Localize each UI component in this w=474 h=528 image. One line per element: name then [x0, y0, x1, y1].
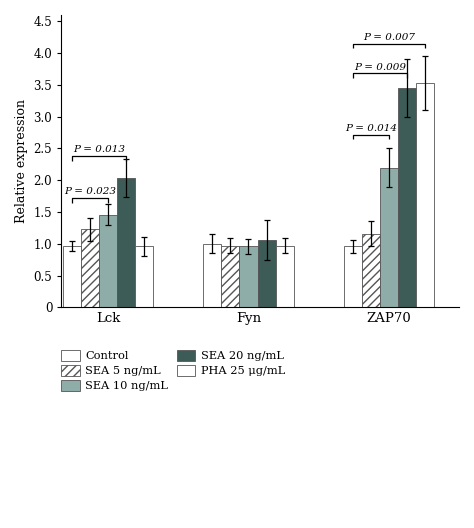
Bar: [362, 234, 380, 307]
Bar: [81, 229, 99, 307]
Bar: [99, 214, 117, 307]
Bar: [416, 83, 434, 307]
Text: P = 0.009: P = 0.009: [354, 63, 406, 72]
Text: P = 0.023: P = 0.023: [64, 187, 116, 196]
Bar: [239, 247, 257, 307]
Bar: [380, 167, 398, 307]
Text: P = 0.013: P = 0.013: [73, 145, 125, 154]
Bar: [398, 88, 416, 307]
Bar: [276, 246, 294, 307]
Legend: Control, SEA 5 ng/mL, SEA 10 ng/mL, SEA 20 ng/mL, PHA 25 μg/mL: Control, SEA 5 ng/mL, SEA 10 ng/mL, SEA …: [59, 348, 288, 394]
Bar: [257, 240, 276, 307]
Bar: [344, 247, 362, 307]
Bar: [117, 178, 135, 307]
Y-axis label: Relative expression: Relative expression: [15, 99, 28, 223]
Bar: [135, 247, 154, 307]
Bar: [203, 244, 221, 307]
Text: P = 0.007: P = 0.007: [363, 33, 415, 42]
Bar: [221, 246, 239, 307]
Text: P = 0.014: P = 0.014: [345, 124, 397, 133]
Bar: [63, 246, 81, 307]
